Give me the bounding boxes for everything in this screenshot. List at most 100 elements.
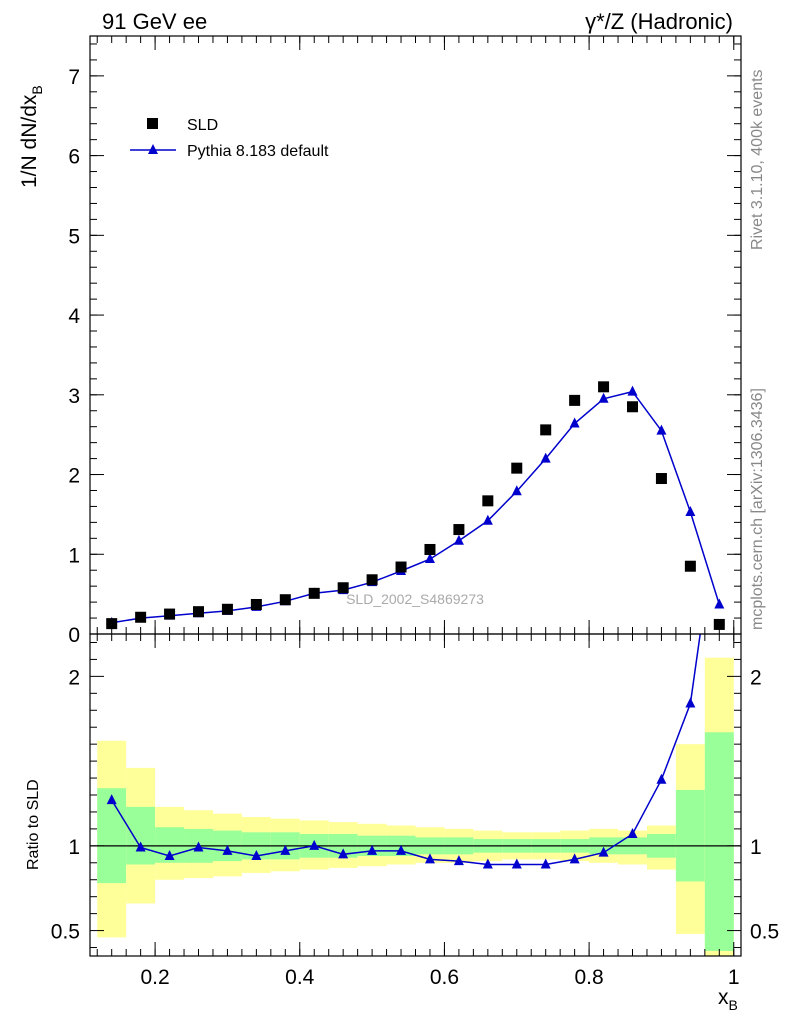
main-y-tick-label: 2 — [68, 465, 80, 488]
ratio-panel: 0.5 0.51 12 2 0.2 0.4 0.6 0.8 1 Ratio to SLD xB — [25, 36, 779, 1013]
ratio-band-inner — [704, 732, 734, 951]
mc-point — [482, 514, 493, 525]
ratio-mc-point — [135, 841, 146, 852]
mc-point — [656, 424, 667, 435]
data-point — [713, 618, 725, 630]
ratio-mc-line — [111, 634, 701, 866]
analysis-watermark: SLD_2002_S4869273 — [346, 591, 484, 607]
mc-point — [453, 534, 464, 545]
x-tick-label: 0.6 — [430, 966, 459, 989]
main-y-tick-label: 6 — [68, 146, 80, 169]
mc-point — [685, 506, 696, 517]
mc-point — [714, 598, 725, 609]
mc-line — [111, 390, 721, 624]
mc-point — [569, 417, 580, 428]
ratio-mc-point — [396, 844, 407, 855]
data-point — [655, 473, 667, 485]
mc-point — [511, 485, 522, 496]
x-axis-label: xB — [718, 986, 738, 1013]
data-point — [511, 462, 523, 474]
data-point — [193, 606, 204, 618]
data-point — [482, 495, 494, 507]
data-point — [221, 603, 233, 615]
ratio-mc-point — [222, 844, 233, 855]
x-axis-label-sub: B — [729, 997, 738, 1013]
ratio-mc-point — [598, 846, 609, 857]
ratio-mc-point — [482, 858, 493, 869]
main-marks — [106, 381, 725, 630]
mc-point — [627, 385, 638, 396]
ratio-y-tick-label-right: 0.5 — [750, 921, 779, 944]
data-point — [250, 598, 262, 610]
ratio-y-tick-label-right: 2 — [750, 666, 762, 689]
ratio-band-inner — [675, 789, 705, 882]
legend-mc-label: Pythia 8.183 default — [187, 143, 329, 160]
ratio-y-tick-label: 2 — [68, 666, 80, 689]
main-y-tick-label: 4 — [68, 305, 80, 328]
ratio-y-tick-label-right: 1 — [750, 836, 762, 859]
x-axis-ticks: 0.2 0.4 0.6 0.8 1 — [96, 36, 740, 989]
ratio-y-ticks: 0.5 0.5 1 1 2 2 — [51, 641, 779, 949]
mcplots-url-label: mcplots.cern.ch [arXiv:1306.3436] — [749, 388, 766, 630]
main-y-tick-label: 3 — [68, 385, 80, 408]
legend-data-label: SLD — [187, 117, 218, 134]
main-y-axis-label-text: 1/N dN/dx — [18, 94, 41, 188]
ratio-mc-point — [251, 850, 262, 861]
mc-point — [424, 553, 435, 564]
main-y-ticks: 0 1 2 3 4 5 6 7 — [68, 43, 741, 647]
ratio-mc-point — [540, 858, 551, 869]
data-point — [164, 608, 176, 620]
data-point — [453, 524, 465, 536]
ratio-mc-point — [280, 844, 291, 855]
mc-point — [540, 452, 551, 463]
main-y-tick-label: 1 — [68, 544, 80, 567]
ratio-marks — [90, 492, 741, 869]
ratio-mc-point — [714, 492, 724, 502]
data-point — [366, 574, 378, 586]
data-point — [395, 561, 407, 573]
data-point — [337, 582, 349, 594]
ratio-mc-point — [367, 844, 378, 855]
process-type-label: γ*/Z (Hadronic) — [585, 9, 733, 34]
main-y-tick-label: 7 — [68, 66, 80, 89]
x-tick-label: 0.2 — [140, 966, 169, 989]
ratio-mc-point — [164, 850, 175, 861]
data-point — [424, 543, 436, 555]
ratio-y-axis-label: Ratio to SLD — [25, 779, 42, 870]
data-point — [106, 618, 118, 630]
ratio-mc-point — [569, 853, 580, 864]
main-y-axis-label: 1/N dN/dxB — [18, 85, 45, 188]
ratio-mc-point — [656, 773, 667, 784]
main-y-tick-label: 0 — [68, 624, 80, 647]
rivet-version-label: Rivet 3.1.10, 400k events — [749, 69, 766, 250]
data-point — [569, 394, 581, 406]
main-y-tick-label: 5 — [68, 225, 80, 248]
ratio-mc-point — [338, 848, 349, 859]
ratio-mc-point — [106, 794, 117, 805]
ratio-mc-point — [685, 697, 696, 708]
ratio-band-inner — [126, 806, 156, 865]
ratio-mc-point — [424, 853, 435, 864]
data-point — [627, 401, 638, 413]
legend: SLD Pythia 8.183 default — [130, 117, 329, 160]
data-point — [598, 381, 610, 393]
data-point — [308, 587, 320, 599]
legend-mc-marker — [148, 144, 158, 154]
ratio-y-tick-label: 1 — [68, 836, 80, 859]
main-y-axis-label-sub: B — [29, 85, 45, 94]
process-energy-label: 91 GeV ee — [102, 9, 207, 34]
data-point — [540, 424, 552, 436]
ratio-mc-point — [511, 858, 522, 869]
x-tick-label: 0.4 — [285, 966, 315, 989]
data-point — [135, 611, 147, 623]
legend-data-marker — [147, 118, 158, 129]
x-axis-label-text: x — [718, 986, 729, 1009]
ratio-mc-point — [193, 841, 204, 852]
x-tick-label: 0.8 — [574, 966, 603, 989]
x-tick-label: 1 — [728, 966, 740, 989]
ratio-mc-point — [309, 839, 320, 850]
mc-point — [598, 392, 609, 403]
ratio-y-tick-label: 0.5 — [51, 921, 80, 944]
